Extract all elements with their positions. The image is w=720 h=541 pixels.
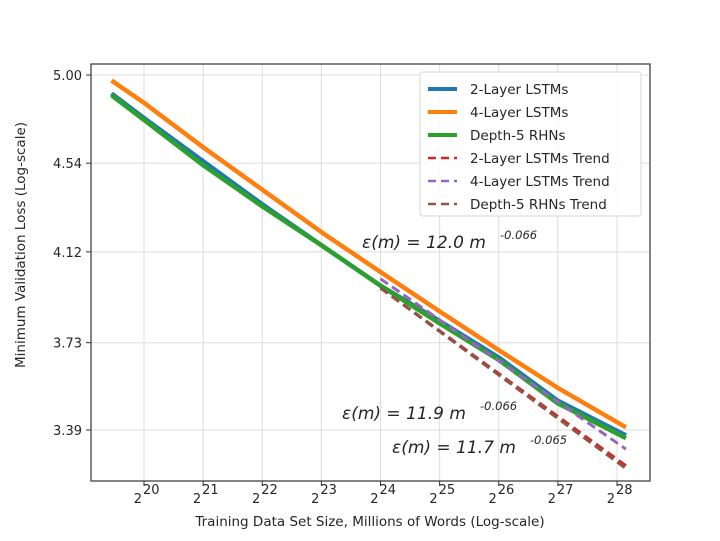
legend-label: Depth-5 RHNs Trend — [470, 197, 607, 213]
x-tick-exponent: 27 — [557, 483, 574, 498]
legend-item: 4-Layer LSTMs — [428, 105, 568, 121]
annotation-exponent: -0.066 — [500, 228, 537, 242]
annotation-4layer-trend: ε(m) = 11.9 m -0.066 — [342, 399, 517, 424]
x-tick-exponent: 22 — [261, 483, 278, 498]
series-line-4-layer-lstms-trend — [379, 277, 627, 451]
x-tick-exponent: 25 — [439, 483, 456, 498]
legend-item: Depth-5 RHNs — [428, 128, 566, 144]
y-axis-ticks: 5.00 4.54 4.12 3.73 3.39 — [53, 69, 91, 439]
x-tick-exponent: 24 — [380, 483, 397, 498]
x-tick-exponent: 21 — [202, 483, 219, 498]
legend: 2-Layer LSTMs 4-Layer LSTMs Depth-5 RHNs 2-… — [419, 71, 642, 217]
y-tick-label: 4.54 — [53, 157, 82, 172]
annotation-text: ε(m) = 11.9 m — [342, 404, 466, 424]
x-tick-exponent: 20 — [143, 483, 160, 498]
annotation-rhn-trend: ε(m) = 12.0 m -0.066 — [362, 228, 537, 253]
y-tick-label: 5.00 — [53, 69, 82, 84]
series-lines — [110, 78, 628, 470]
legend-item: 2-Layer LSTMs — [428, 82, 568, 98]
annotation-text: ε(m) = 11.7 m — [392, 438, 516, 458]
annotation-exponent: -0.066 — [480, 399, 517, 413]
legend-box — [419, 71, 642, 217]
x-axis-label: Training Data Set Size, Millions of Word… — [194, 514, 544, 530]
series-line-depth-5-rhns-trend — [379, 286, 627, 470]
series-line-4-layer-lstms — [110, 78, 628, 430]
x-tick-exponent: 28 — [616, 483, 633, 498]
y-tick-label: 4.12 — [53, 246, 82, 261]
y-tick-label: 3.39 — [53, 424, 82, 439]
x-tick-label: 2 — [252, 492, 260, 507]
legend-label: 4-Layer LSTMs — [470, 105, 568, 121]
x-tick-label: 2 — [607, 492, 615, 507]
legend-item: 4-Layer LSTMs Trend — [428, 174, 610, 190]
annotation-2layer-trend: ε(m) = 11.7 m -0.065 — [392, 433, 567, 458]
annotation-text: ε(m) = 12.0 m — [362, 233, 486, 253]
x-tick-exponent: 23 — [320, 483, 337, 498]
legend-label: 4-Layer LSTMs Trend — [470, 174, 610, 190]
x-tick-label: 2 — [370, 492, 378, 507]
annotation-exponent: -0.065 — [530, 433, 567, 447]
legend-item: Depth-5 RHNs Trend — [428, 197, 607, 213]
legend-label: Depth-5 RHNs — [470, 128, 566, 144]
x-tick-label: 2 — [193, 492, 201, 507]
x-tick-label: 2 — [548, 492, 556, 507]
x-tick-label: 2 — [311, 492, 319, 507]
series-line-depth-5-rhns — [110, 93, 627, 441]
x-tick-label: 2 — [488, 492, 496, 507]
y-axis-label: Minimum Validation Loss (Log-scale) — [13, 122, 29, 368]
x-tick-label: 2 — [429, 492, 437, 507]
plot-frame — [90, 63, 651, 482]
x-tick-exponent: 26 — [498, 483, 515, 498]
x-tick-label: 2 — [134, 492, 142, 507]
y-tick-label: 3.73 — [53, 337, 82, 352]
legend-item: 2-Layer LSTMs Trend — [428, 151, 610, 167]
legend-label: 2-Layer LSTMs — [470, 82, 568, 98]
legend-label: 2-Layer LSTMs Trend — [470, 151, 610, 167]
